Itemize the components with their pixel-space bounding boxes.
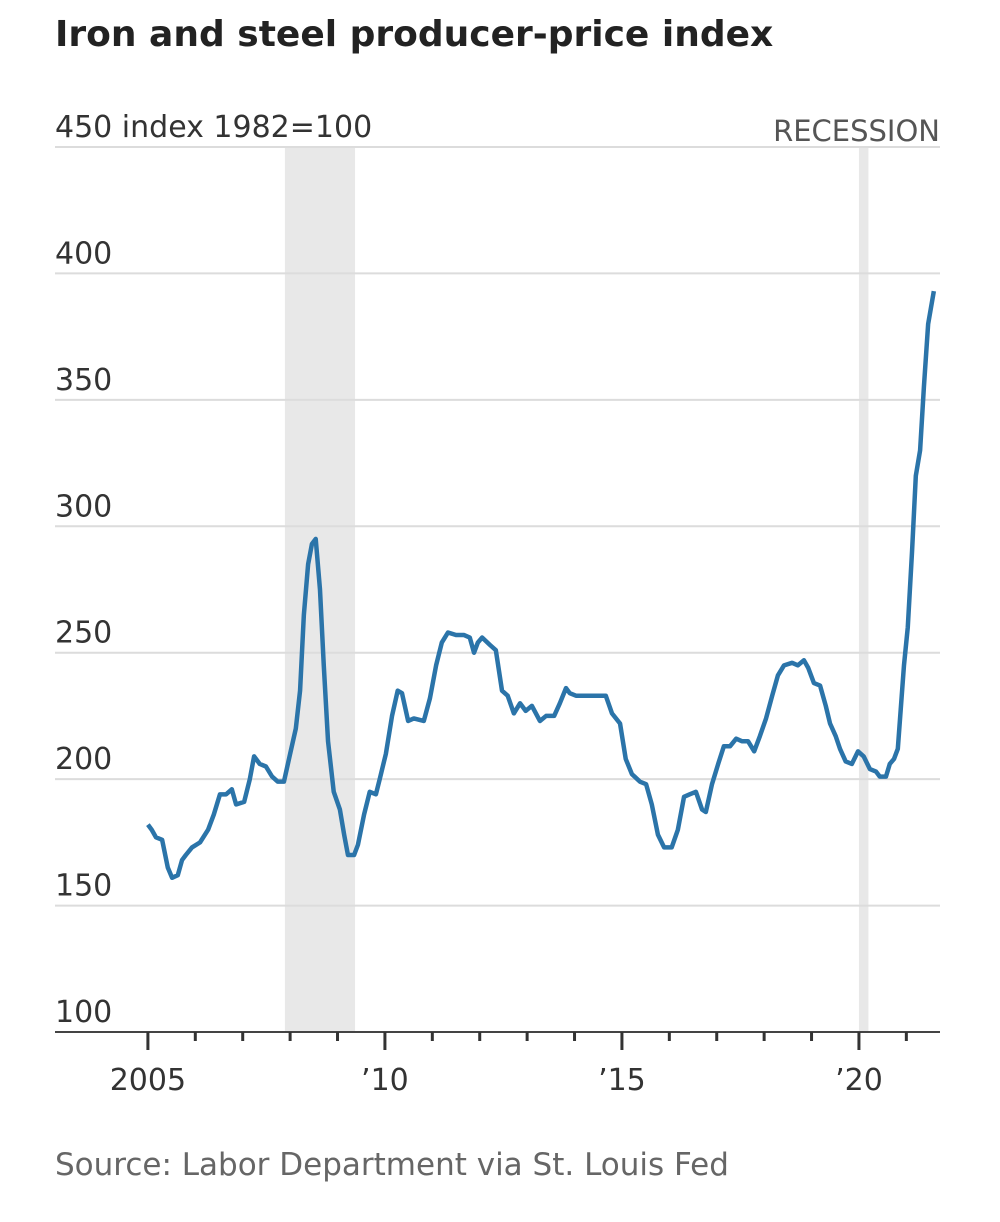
y-tick-label: 300 — [55, 489, 112, 524]
x-tick-label: ’20 — [835, 1063, 883, 1098]
x-tick-label: ’10 — [361, 1063, 409, 1098]
source: Source: Labor Department via St. Louis F… — [55, 1147, 729, 1183]
y-tick-label: 150 — [55, 869, 112, 904]
x-tick-label: 2005 — [110, 1063, 186, 1098]
recession-band — [858, 147, 869, 1032]
y-tick-label: 250 — [55, 616, 112, 651]
series-line — [146, 290, 937, 881]
recession-label: RECESSION — [773, 114, 940, 148]
y-tick-label: 350 — [55, 363, 112, 398]
chart-title: Iron and steel producer-price index — [55, 14, 773, 55]
x-tick-label: ’15 — [598, 1063, 646, 1098]
y-tick-label: 400 — [55, 236, 112, 271]
y-tick-label: 450 index 1982=100 — [55, 110, 372, 145]
y-tick-label: 200 — [55, 742, 112, 777]
y-tick-label: 100 — [55, 995, 112, 1030]
